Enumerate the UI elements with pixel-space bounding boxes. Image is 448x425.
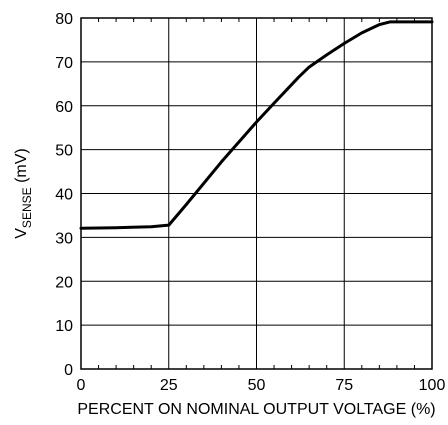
x-tick-label: 25 bbox=[160, 377, 178, 394]
x-tick-labels: 0 25 50 75 100 bbox=[77, 377, 446, 394]
x-tick-label: 75 bbox=[335, 377, 353, 394]
y-tick-label: 30 bbox=[55, 230, 73, 247]
y-tick-label: 60 bbox=[55, 99, 73, 116]
grid-lines bbox=[81, 18, 432, 369]
y-axis-label-prefix: V bbox=[13, 228, 30, 239]
y-tick-label: 80 bbox=[55, 11, 73, 28]
x-tick-label: 0 bbox=[77, 377, 86, 394]
y-tick-label: 20 bbox=[55, 274, 73, 291]
y-tick-label: 50 bbox=[55, 143, 73, 160]
y-axis-label-suffix: (mV) bbox=[13, 148, 30, 187]
y-tick-label: 40 bbox=[55, 187, 73, 204]
y-tick-label: 70 bbox=[55, 55, 73, 72]
y-tick-labels: 0 10 20 30 40 50 60 70 80 bbox=[55, 11, 73, 379]
series-line bbox=[79, 20, 434, 230]
x-tick-label: 100 bbox=[419, 377, 446, 394]
plot-frame bbox=[80, 17, 433, 370]
x-tick-label: 50 bbox=[248, 377, 266, 394]
y-axis-label-subscript: SENSE bbox=[20, 187, 34, 228]
y-tick-label: 10 bbox=[55, 318, 73, 335]
y-tick-label: 0 bbox=[64, 362, 73, 379]
y-axis-label: VSENSE (mV) bbox=[13, 148, 34, 238]
x-axis-label: PERCENT ON NOMINAL OUTPUT VOLTAGE (%) bbox=[77, 401, 435, 418]
